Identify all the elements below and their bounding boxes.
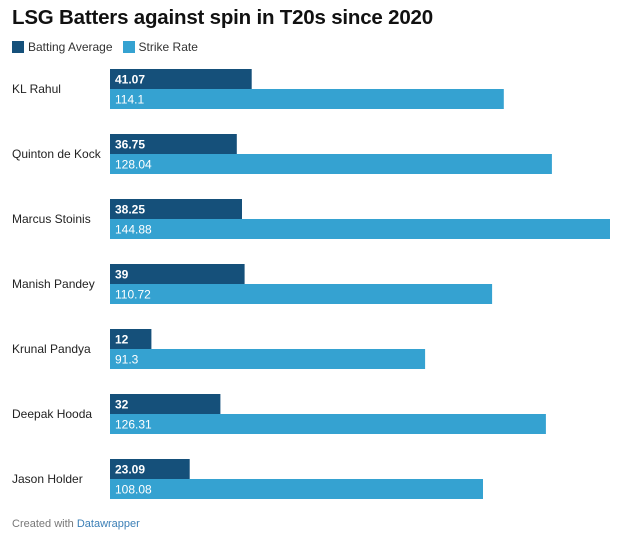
data-label-batting-average-jason-holder: 23.09 (115, 463, 145, 477)
legend-swatch-batting-average (12, 41, 24, 53)
bar-batting-average-marcus-stoinis (110, 199, 242, 219)
data-label-batting-average-kl-rahul: 41.07 (115, 73, 145, 87)
data-label-batting-average-deepak-hooda: 32 (115, 398, 129, 412)
category-label-manish-pandey: Manish Pandey (12, 277, 95, 291)
data-label-batting-average-marcus-stoinis: 38.25 (115, 203, 145, 217)
legend-swatch-strike-rate (122, 41, 135, 53)
bar-batting-average-deepak-hooda (110, 394, 221, 414)
category-label-krunal-pandya: Krunal Pandya (12, 342, 91, 356)
legend-item-strike-rate: Strike Rate (122, 40, 198, 54)
category-label-quinton-de-kock: Quinton de Kock (12, 147, 102, 161)
chart-title: LSG Batters against spin in T20s since 2… (12, 6, 433, 29)
data-label-strike-rate-manish-pandey: 110.72 (115, 288, 151, 302)
data-label-strike-rate-deepak-hooda: 126.31 (115, 418, 152, 432)
bar-batting-average-quinton-de-kock (110, 134, 237, 154)
data-label-strike-rate-quinton-de-kock: 128.04 (115, 158, 152, 172)
bar-strike-rate-jason-holder (110, 479, 483, 499)
legend-item-batting-average: Batting Average (12, 40, 113, 54)
bar-strike-rate-marcus-stoinis (110, 219, 610, 239)
data-label-batting-average-quinton-de-kock: 36.75 (115, 138, 145, 152)
footer-credit: Created with Datawrapper (12, 518, 140, 530)
data-label-strike-rate-kl-rahul: 114.1 (115, 93, 144, 107)
data-label-strike-rate-marcus-stoinis: 144.88 (115, 223, 152, 237)
category-label-jason-holder: Jason Holder (12, 472, 83, 486)
bar-strike-rate-deepak-hooda (110, 414, 546, 434)
data-label-batting-average-manish-pandey: 39 (115, 268, 129, 282)
legend: Batting Average Strike Rate (12, 40, 208, 54)
bar-batting-average-kl-rahul (110, 69, 252, 89)
bar-batting-average-krunal-pandya (110, 329, 152, 349)
data-label-strike-rate-jason-holder: 108.08 (115, 483, 152, 497)
data-label-batting-average-krunal-pandya: 12 (115, 333, 129, 347)
category-label-marcus-stoinis: Marcus Stoinis (12, 212, 91, 226)
bar-batting-average-manish-pandey (110, 264, 245, 284)
footer-prefix: Created with (12, 518, 74, 530)
bar-strike-rate-kl-rahul (110, 89, 504, 109)
data-label-strike-rate-krunal-pandya: 91.3 (115, 353, 139, 367)
category-label-deepak-hooda: Deepak Hooda (12, 407, 92, 421)
category-label-kl-rahul: KL Rahul (12, 82, 61, 96)
legend-label-batting-average: Batting Average (28, 40, 113, 54)
legend-label-strike-rate: Strike Rate (138, 40, 198, 54)
datawrapper-link[interactable]: Datawrapper (76, 518, 140, 530)
bar-strike-rate-manish-pandey (110, 284, 493, 304)
bar-batting-average-jason-holder (110, 459, 190, 479)
bar-strike-rate-quinton-de-kock (110, 154, 552, 174)
bar-strike-rate-krunal-pandya (110, 349, 426, 369)
